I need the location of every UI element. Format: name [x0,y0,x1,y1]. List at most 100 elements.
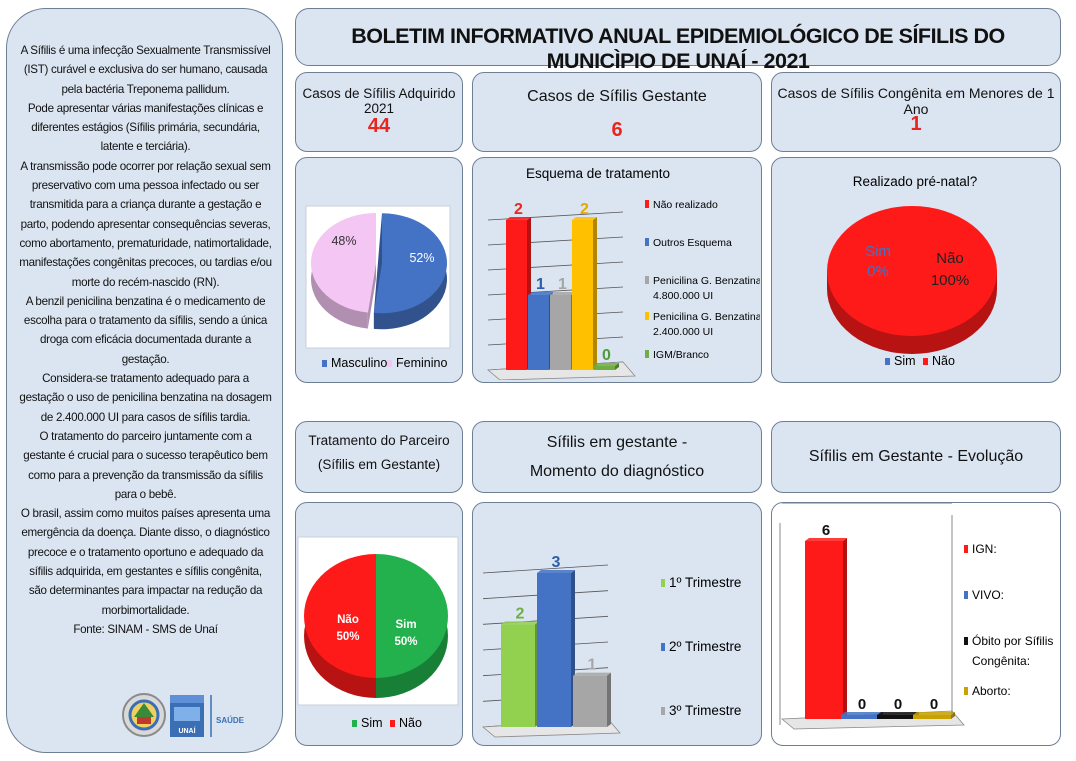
panel-evolucao: 6 0 0 0 IGN: VIVO: Óbito por Sífilis Congênita:… [771,502,1061,746]
kpi-value: 6 [611,119,623,141]
bar-top [528,292,553,295]
bar-value-label: 1 [536,276,545,293]
bar-value-label: 2 [516,605,525,622]
legend-label: Não realizado [653,199,718,211]
bar-value-label: 2 [514,201,523,218]
bar-value-label: 0 [894,696,902,713]
legend-swatch [964,591,968,599]
pie-label: 52% [409,251,434,265]
pie-label: 50% [336,631,359,643]
bar-side [843,538,847,719]
legend-label: IGM/Branco [653,349,709,361]
bar-side [593,217,597,370]
bar [572,220,593,370]
bar-top [537,570,575,573]
legend-swatch [352,720,357,727]
bar-top [594,363,619,366]
kpi-value: 44 [367,115,391,137]
legend-label: Óbito por Sífilis [972,633,1053,648]
sidebar-paragraph: O brasil, assim como muitos países apres… [20,507,271,617]
legend-label: 4.800.000 UI [653,290,713,302]
bar-value-label: 0 [602,347,611,364]
bar [594,366,615,370]
pie-label: 100% [931,272,969,289]
legend-label: Sim [894,354,916,368]
legend-swatch [923,358,928,365]
pie-label: Não [337,614,359,626]
bar-value-label: 1 [588,657,597,674]
sidebar-paragraph: Considera-se tratamento adequado para a … [19,372,272,424]
chart-momento: 2 3 1 1º Trimestre 2º Trimestre 3º Trimestre [481,554,741,738]
pie-label: Sim [395,619,416,631]
legend-label: 2.400.000 UI [653,326,713,338]
legend-swatch [322,360,327,367]
legend-label: 3º Trimestre [669,703,741,718]
legend-swatch [885,358,890,365]
legend-label: Masculino [331,356,387,370]
header-parceiro: Tratamento do Parceiro (Sífilis em Gesta… [295,421,463,493]
pie-slice [827,206,997,336]
legend-label: Aborto: [972,684,1011,698]
section-subtitle: (Sífilis em Gestante) [317,457,441,472]
legend-label: Outros Esquema [653,237,732,249]
legend-label: Feminino [396,356,447,370]
bar-top [550,292,575,295]
pie-slice [304,554,376,678]
panel-parceiro: Sim 50% Não 50% Sim Não [295,502,463,746]
chart-sexo: 52% 48% Masculino Feminino [305,205,451,370]
kpi-label: Casos de Sífilis Congênita em Menores de… [777,85,1055,117]
pie-label: 0% [867,263,889,280]
chart-title: Esquema de tratamento [526,166,670,181]
section-title: Sífilis em gestante - [546,434,688,451]
bar [877,715,915,719]
pie-label: 50% [394,636,417,648]
page-title: BOLETIM INFORMATIVO ANUAL EPIDEMIOLÓGICO… [351,24,1005,73]
sidebar-paragraph: Pode apresentar várias manifestações clí… [27,101,264,154]
bar-side [607,672,611,727]
bar-value-label: 0 [930,696,938,713]
legend-label: VIVO: [972,588,1004,602]
header-momento: Sífilis em gestante - Momento do diagnós… [472,421,762,493]
legend-swatch [645,200,649,208]
chart-prenatal: Realizado pré-natal? Sim 0% Não 100% Sim Não [827,174,997,368]
bar-top [572,217,597,220]
kpi-adquirido: Casos de Sífilis Adquirido 2021 44 [295,72,463,152]
bar-top [506,217,531,220]
kpi-gestante: Casos de Sífilis Gestante 6 [472,72,762,152]
logos: UNAÍ SAÚDE [122,693,245,737]
header-evolucao: Sífilis em Gestante - Evolução [771,421,1061,493]
bar [550,295,571,370]
sidebar-text: A Sífilis é uma infecção Sexualmente Tra… [19,41,272,639]
pie-label: Não [936,250,964,267]
bar-top [877,712,919,715]
bar-value-label: 1 [558,276,567,293]
sidebar-paragraph: A Sífilis é uma infecção Sexualmente Tra… [20,44,271,96]
gridline [482,564,609,574]
chart-evolucao: 6 0 0 0 IGN: VIVO: Óbito por Sífilis Congênita:… [779,502,1053,730]
legend-label: 1º Trimestre [669,575,741,590]
kpi-label: Casos de Sífilis Gestante [527,88,707,105]
legend-swatch [964,687,968,695]
section-title: Sífilis em Gestante - Evolução [808,448,1024,465]
legend-swatch [661,707,665,715]
pie-slice [373,213,447,314]
bar-side [951,712,955,719]
bar-top [841,712,883,715]
legend-label: Sim [361,716,383,730]
legend-swatch [964,545,968,553]
info-sidebar: A Sífilis é uma infecção Sexualmente Tra… [6,8,283,753]
legend-swatch [390,720,395,727]
chart-parceiro: Sim 50% Não 50% Sim Não [297,536,459,730]
panel-prenatal: Realizado pré-natal? Sim 0% Não 100% Sim Não [771,157,1061,383]
bar [506,220,527,370]
legend-label: Penicilina G. Benzatina [653,311,760,323]
legend-label: Não [932,354,955,368]
bar [841,715,879,719]
panel-momento: 2 3 1 1º Trimestre 2º Trimestre 3º Trimestre [472,502,762,746]
panel-sexo: 52% 48% Masculino Feminino [295,157,463,383]
kpi-congenita: Casos de Sífilis Congênita em Menores de… [771,72,1061,152]
bar-top [805,538,847,541]
pie-label: 48% [331,234,356,248]
bar-value-label: 2 [580,201,589,218]
